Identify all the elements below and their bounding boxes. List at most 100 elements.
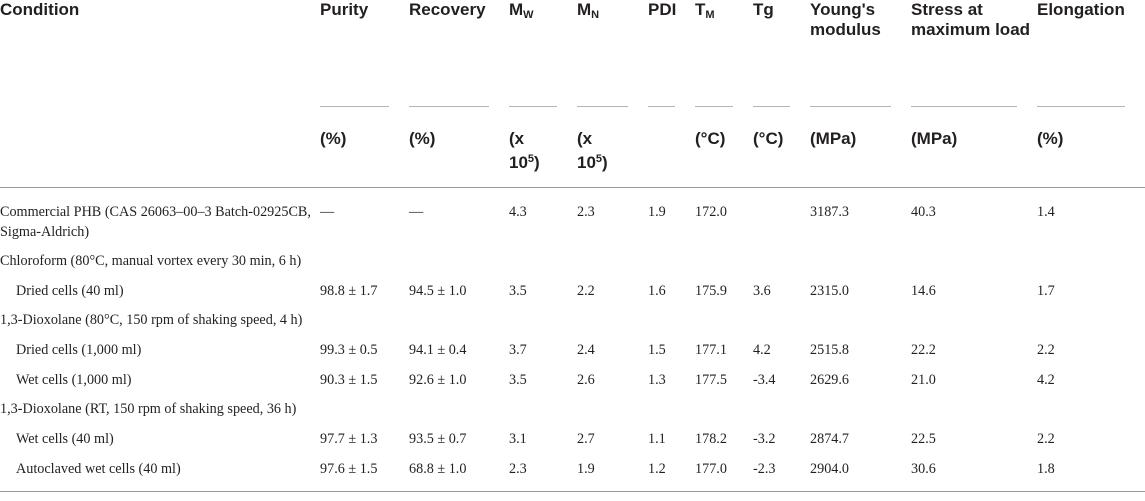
cell-youngs-modulus: 2874.7 [810, 431, 850, 447]
cell-youngs-modulus: 2315.0 [810, 283, 850, 299]
group-label: Chloroform (80°C, manual vortex every 30… [0, 253, 302, 269]
header-tm-main: T [695, 0, 706, 19]
cell-purity: 98.8 ± 1.7 [320, 283, 378, 299]
header-tm: TM [695, 0, 753, 106]
cell-youngs-modulus: 2904.0 [810, 454, 911, 492]
cell-mn: 2.7 [577, 431, 595, 447]
cell-tg: -3.2 [753, 431, 776, 447]
cell-youngs-modulus: 3187.3 [810, 204, 850, 220]
header-rule [577, 106, 628, 107]
header-purity: Purity [320, 0, 369, 19]
cell-condition: Wet cells (1,000 ml) [16, 372, 132, 388]
cell-purity: 90.3 ± 1.5 [320, 372, 378, 388]
cell-stress: 30.6 [911, 454, 1037, 492]
header-condition: Condition [0, 0, 80, 19]
header-mn: MN [577, 0, 648, 106]
cell-elongation: 2.2 [1037, 431, 1055, 447]
group-row: 1,3-Dioxolane (RT, 150 rpm of shaking sp… [0, 395, 1145, 424]
units-row: (%) (%) (x 105) (x 105) (°C) (°C) (MPa) (M… [0, 106, 1145, 188]
cell-mw: 3.7 [509, 342, 527, 358]
cell-condition: Commercial PHB (CAS 26063–00–3 Batch-029… [0, 204, 311, 240]
table-row: Autoclaved wet cells (40 ml) 97.6 ± 1.5 … [0, 454, 1145, 492]
unit-recovery: (%) [409, 106, 509, 188]
cell-stress: 21.0 [911, 372, 936, 388]
cell-mn: 2.6 [577, 372, 595, 388]
cell-mn: 1.9 [577, 454, 648, 492]
cell-pdi: 1.1 [648, 431, 666, 447]
header-mn-sub: N [591, 9, 600, 21]
header-tg: Tg [753, 0, 774, 19]
cell-tg [753, 188, 810, 247]
cell-stress: 40.3 [911, 204, 936, 220]
cell-purity: 97.6 ± 1.5 [320, 454, 409, 492]
header-mw-main: M [509, 0, 524, 19]
header-stress: Stress at maximum load [911, 0, 1031, 39]
group-label: 1,3-Dioxolane (RT, 150 rpm of shaking sp… [0, 401, 297, 417]
header-mw-sub: W [523, 9, 534, 21]
header-rule [810, 106, 891, 107]
header-recovery: Recovery [409, 0, 486, 19]
cell-recovery: 92.6 ± 1.0 [409, 372, 467, 388]
unit-mw: (x 105) [509, 106, 577, 188]
header-rule [695, 106, 733, 107]
header-divider [0, 187, 1145, 188]
header-mw: MW [509, 0, 577, 106]
cell-recovery: 94.1 ± 0.4 [409, 342, 467, 358]
cell-youngs-modulus: 2629.6 [810, 372, 850, 388]
cell-mw: 3.5 [509, 283, 527, 299]
cell-recovery: 68.8 ± 1.0 [409, 454, 509, 492]
cell-condition: Autoclaved wet cells (40 ml) [0, 454, 320, 492]
cell-mw: 3.5 [509, 372, 527, 388]
cell-pdi: 1.9 [648, 204, 666, 220]
cell-mw: 2.3 [509, 454, 577, 492]
header-rule [911, 106, 1017, 107]
header-mn-main: M [577, 0, 592, 19]
unit-elongation: (%) [1037, 106, 1145, 188]
cell-mn: 2.3 [577, 204, 595, 220]
cell-stress: 22.5 [911, 431, 936, 447]
header-rule [648, 106, 675, 107]
group-row: Chloroform (80°C, manual vortex every 30… [0, 247, 1145, 276]
unit-condition [0, 106, 320, 188]
cell-mw: 4.3 [509, 204, 527, 220]
unit-tm: (°C) [695, 106, 753, 188]
cell-purity: 99.3 ± 0.5 [320, 342, 378, 358]
cell-youngs-modulus: 2515.8 [810, 342, 850, 358]
cell-condition: Wet cells (40 ml) [16, 431, 114, 447]
header-rule [409, 106, 489, 107]
table-row: Dried cells (1,000 ml) 99.3 ± 0.5 94.1 ±… [0, 335, 1145, 365]
header-tm-sub: M [705, 9, 715, 21]
table-row: Wet cells (40 ml) 97.7 ± 1.3 93.5 ± 0.7 … [0, 424, 1145, 454]
header-rule [320, 106, 389, 107]
cell-stress: 22.2 [911, 342, 936, 358]
cell-mw: 3.1 [509, 431, 527, 447]
unit-pdi [648, 106, 695, 188]
group-label: 1,3-Dioxolane (80°C, 150 rpm of shaking … [0, 312, 303, 328]
unit-tg: (°C) [753, 106, 810, 188]
cell-elongation: 4.2 [1037, 372, 1055, 388]
cell-recovery: — [409, 204, 424, 220]
cell-tm: 177.1 [695, 342, 727, 358]
cell-pdi: 1.2 [648, 454, 695, 492]
unit-youngs-modulus: (MPa) [810, 106, 911, 188]
cell-pdi: 1.5 [648, 342, 666, 358]
cell-recovery: 94.5 ± 1.0 [409, 283, 467, 299]
cell-tm: 172.0 [695, 204, 727, 220]
table-row: Commercial PHB (CAS 26063–00–3 Batch-029… [0, 188, 1145, 247]
header-rule [753, 106, 790, 107]
cell-tm: 178.2 [695, 431, 727, 447]
header-rule [509, 106, 557, 107]
cell-tg: 4.2 [753, 342, 771, 358]
cell-elongation: 2.2 [1037, 342, 1055, 358]
cell-tm: 177.0 [695, 454, 753, 492]
cell-recovery: 93.5 ± 0.7 [409, 431, 467, 447]
cell-tm: 177.5 [695, 372, 727, 388]
cell-tg: 3.6 [753, 283, 771, 299]
cell-elongation: 1.7 [1037, 283, 1055, 299]
header-pdi: PDI [648, 0, 677, 19]
table-row: Wet cells (1,000 ml) 90.3 ± 1.5 92.6 ± 1… [0, 365, 1145, 395]
cell-mn: 2.4 [577, 342, 595, 358]
table-row: Dried cells (40 ml) 98.8 ± 1.7 94.5 ± 1.… [0, 276, 1145, 306]
cell-mn: 2.2 [577, 283, 595, 299]
